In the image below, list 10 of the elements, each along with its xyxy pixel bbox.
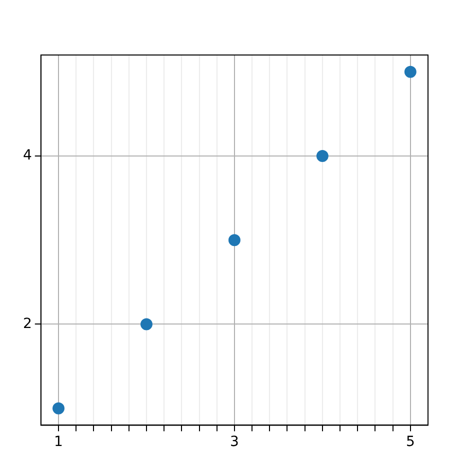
point (52, 402, 65, 414)
point (404, 66, 416, 78)
x-tick-label: 1 (54, 434, 63, 450)
x-tick-label: 3 (230, 434, 239, 450)
y-tick-label: 4 (22, 148, 32, 164)
point (140, 318, 152, 330)
y-tick-label: 2 (22, 316, 32, 332)
x-tick-label: 5 (406, 434, 415, 450)
point (316, 150, 328, 162)
point (228, 234, 240, 246)
